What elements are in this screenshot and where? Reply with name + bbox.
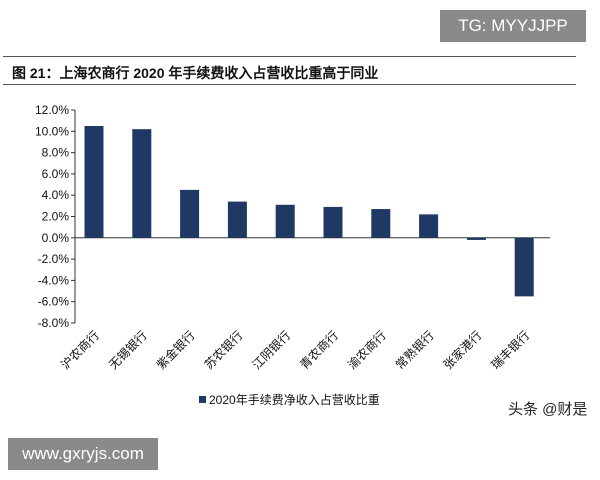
x-tick-label: 江阴银行	[249, 328, 293, 372]
legend-label: 2020年手续费净收入占营收比重	[209, 392, 380, 407]
bar	[180, 189, 200, 238]
y-tick-label: 8.0%	[42, 146, 70, 160]
y-tick-label: 10.0%	[35, 124, 69, 138]
watermark-bottom: www.gxryjs.com	[8, 438, 158, 470]
x-tick-label: 无锡银行	[105, 328, 150, 373]
bar	[275, 204, 295, 238]
bar	[84, 125, 104, 238]
y-tick-label: 12.0%	[35, 103, 69, 117]
watermark-source: 头条 @财是	[508, 401, 588, 418]
bar	[419, 214, 439, 238]
bar	[323, 206, 343, 238]
y-tick-label: 2.0%	[42, 210, 70, 224]
y-tick-label: 4.0%	[42, 188, 70, 202]
x-tick-label: 紫金银行	[153, 328, 198, 373]
x-tick-label: 沪农商行	[58, 328, 103, 373]
x-tick-label: 渝农商行	[344, 328, 389, 373]
y-tick-label: 0.0%	[42, 231, 70, 245]
chart-title: 图 21：上海农商行 2020 年手续费收入占营收比重高于同业	[12, 65, 379, 81]
y-tick-label: -2.0%	[38, 252, 70, 266]
bar	[227, 201, 247, 238]
x-tick-label: 青农商行	[297, 328, 342, 373]
y-tick-label: -6.0%	[38, 295, 70, 309]
y-tick-label: -8.0%	[38, 316, 70, 330]
x-tick-label: 常熟银行	[392, 328, 437, 373]
x-tick-label: 苏农银行	[202, 328, 246, 372]
bar	[371, 209, 391, 238]
bar	[466, 237, 486, 240]
watermark-top: TG: MYYJJPP	[440, 10, 586, 42]
x-tick-label: 瑞丰银行	[488, 328, 532, 372]
x-tick-label: 张家港行	[440, 328, 485, 373]
bar	[514, 237, 534, 297]
y-tick-label: 6.0%	[42, 167, 70, 181]
legend-swatch	[199, 396, 206, 403]
title-rule-bottom	[3, 84, 576, 85]
bar	[132, 129, 152, 238]
y-tick-label: -4.0%	[38, 273, 70, 287]
title-rule-top	[3, 56, 576, 57]
